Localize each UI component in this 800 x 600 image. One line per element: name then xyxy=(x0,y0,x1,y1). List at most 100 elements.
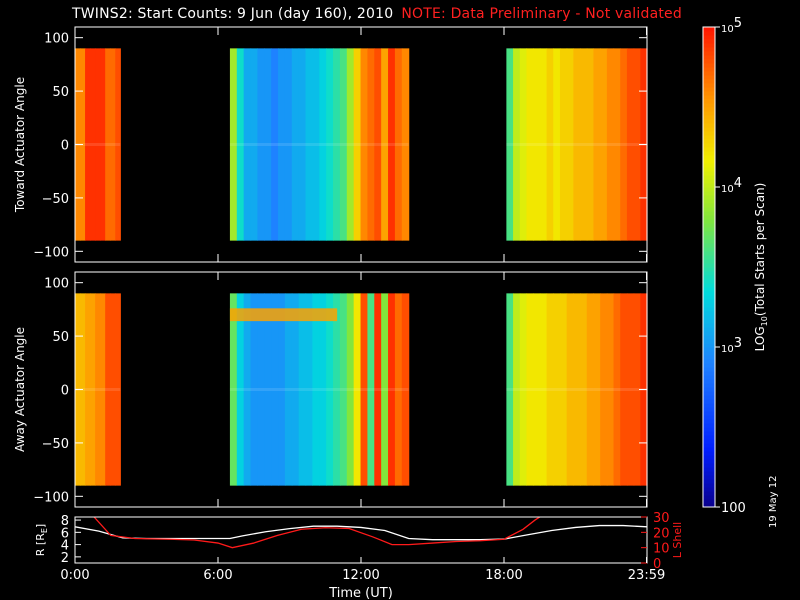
heatmap-column xyxy=(115,293,121,486)
colorbar-cell xyxy=(703,231,715,236)
colorbar-cell xyxy=(703,127,715,132)
panel-frame-bottom xyxy=(74,516,648,564)
colorbar-cell xyxy=(703,79,715,84)
colorbar-cell xyxy=(703,503,715,508)
heatmap-column xyxy=(533,293,541,486)
heatmap-column xyxy=(326,293,334,486)
x-tick-label: 6:00 xyxy=(203,568,232,583)
colorbar-cell xyxy=(703,59,715,64)
y-tick-label-left: 2 xyxy=(61,551,69,566)
colorbar-label-sub: 10 xyxy=(760,316,769,326)
heatmap-column xyxy=(243,48,252,241)
colorbar-cell xyxy=(703,147,715,152)
colorbar-cell xyxy=(703,227,715,232)
colorbar-cell xyxy=(703,251,715,256)
colorbar-cell xyxy=(703,291,715,296)
heatmap-column xyxy=(573,293,581,486)
colorbar-cell xyxy=(703,183,715,188)
y-axis-label-left-sub: E xyxy=(40,528,49,533)
colorbar-tick-label: 103 xyxy=(721,336,742,355)
colorbar-cell xyxy=(703,427,715,432)
heatmap-column xyxy=(553,48,561,241)
colorbar-cell xyxy=(703,375,715,380)
x-tick-label: 0:00 xyxy=(60,568,89,583)
colorbar-cell xyxy=(703,187,715,192)
colorbar-cell xyxy=(703,239,715,244)
colorbar-cell xyxy=(703,103,715,108)
heatmap-column xyxy=(566,293,574,486)
zero-angle-ridge xyxy=(229,388,409,391)
colorbar-cell xyxy=(703,443,715,448)
colorbar-cell xyxy=(703,371,715,376)
heatmap-column xyxy=(298,293,307,486)
heatmap-column xyxy=(593,293,601,486)
heatmap-column xyxy=(100,48,106,241)
colorbar-label: LOG10(Total Starts per Scan) xyxy=(753,183,769,352)
heatmap-column xyxy=(333,48,341,241)
heatmap-column xyxy=(250,293,259,486)
y-tick-label: −100 xyxy=(33,490,69,505)
heatmap-column xyxy=(381,48,389,241)
colorbar-cell xyxy=(703,475,715,480)
y-tick-label-right: 10 xyxy=(653,542,670,557)
colorbar-cell xyxy=(703,199,715,204)
colorbar-tick-exp: 5 xyxy=(734,16,742,31)
heatmap-column xyxy=(600,48,608,241)
colorbar-cell xyxy=(703,159,715,164)
colorbar-cell xyxy=(703,191,715,196)
x-axis-label: Time (UT) xyxy=(328,586,393,600)
colorbar-cell xyxy=(703,211,715,216)
colorbar-cell xyxy=(703,271,715,276)
colorbar-cell xyxy=(703,43,715,48)
colorbar xyxy=(703,27,715,508)
colorbar-cell xyxy=(703,91,715,96)
colorbar-cell xyxy=(703,435,715,440)
colorbar-cell xyxy=(703,423,715,428)
heatmap-column xyxy=(339,48,348,241)
colorbar-cell xyxy=(703,67,715,72)
side-date: 19 May 12 xyxy=(768,475,779,528)
heatmap-column xyxy=(526,293,534,486)
y-tick-label: 0 xyxy=(61,384,69,399)
heatmap-column xyxy=(546,48,554,241)
heatmap-column xyxy=(606,293,615,486)
heatmap-column xyxy=(620,48,628,241)
zero-angle-ridge xyxy=(75,143,121,146)
colorbar-cell xyxy=(703,499,715,504)
heatmap-column xyxy=(236,293,245,486)
colorbar-tick-label: 100 xyxy=(721,501,746,516)
colorbar-cell xyxy=(703,135,715,140)
colorbar-cell xyxy=(703,431,715,436)
colorbar-cell xyxy=(703,323,715,328)
colorbar-cell xyxy=(703,399,715,404)
colorbar-cell xyxy=(703,167,715,172)
colorbar-cell xyxy=(703,347,715,352)
heatmap-column xyxy=(613,293,621,486)
heatmap-column xyxy=(305,48,314,241)
y-tick-label: −100 xyxy=(33,245,69,260)
heatmap-column xyxy=(229,48,238,241)
heatmap-column xyxy=(319,48,327,241)
heatmap-column xyxy=(600,293,608,486)
colorbar-tick-label: 104 xyxy=(721,176,742,195)
heatmap-panel-top xyxy=(75,48,648,241)
heatmap-column xyxy=(284,48,293,241)
heatmap-column xyxy=(606,48,615,241)
heatmap-column xyxy=(360,48,369,241)
colorbar-cell xyxy=(703,479,715,484)
colorbar-cell xyxy=(703,223,715,228)
colorbar-cell xyxy=(703,267,715,272)
colorbar-cell xyxy=(703,139,715,144)
colorbar-cell xyxy=(703,75,715,80)
heatmap-column xyxy=(633,48,641,241)
colorbar-cell xyxy=(703,255,715,260)
y-tick-label: 0 xyxy=(61,139,69,154)
colorbar-cell xyxy=(703,327,715,332)
y-tick-label-right: 0 xyxy=(653,557,661,572)
colorbar-cell xyxy=(703,391,715,396)
colorbar-cell xyxy=(703,379,715,384)
colorbar-cell xyxy=(703,279,715,284)
colorbar-cell xyxy=(703,339,715,344)
heatmap-column xyxy=(110,48,116,241)
heatmap-column xyxy=(291,48,300,241)
